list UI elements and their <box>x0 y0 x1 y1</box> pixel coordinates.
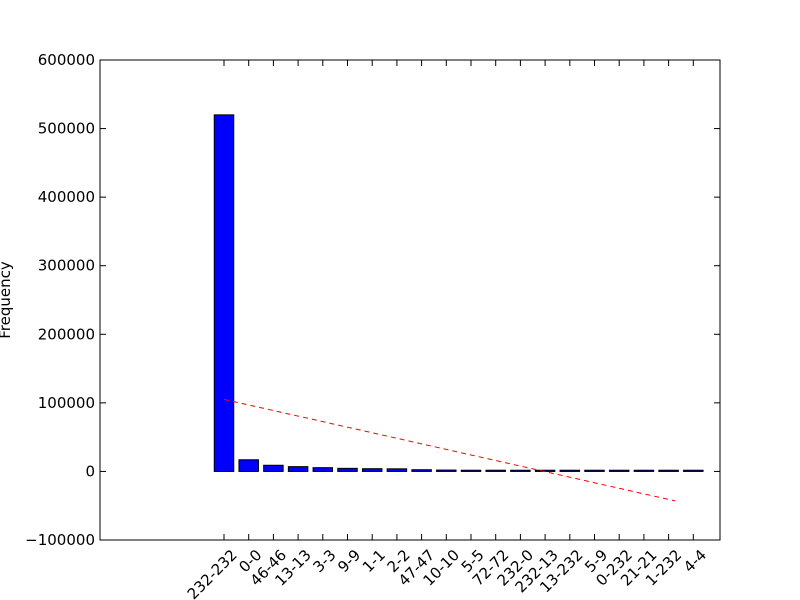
bar-47-47 <box>411 469 432 472</box>
y-tick-label: 0 <box>85 462 95 480</box>
bar-232-0 <box>510 469 531 472</box>
trend-line-group <box>223 398 676 502</box>
y-tick-label: 500000 <box>38 120 95 138</box>
x-tick-label: 232-232 <box>184 546 241 600</box>
x-axis: 232-2320-046-4613-133-39-91-12-247-4710-… <box>184 60 710 600</box>
y-tick-label: 400000 <box>38 188 95 206</box>
bars-group <box>213 114 704 472</box>
bar-2-2 <box>386 468 408 472</box>
bar-4-4 <box>683 469 704 472</box>
bar-13-13 <box>287 466 309 472</box>
x-tick-label: 3-3 <box>309 546 339 576</box>
bar-0-232 <box>608 469 630 472</box>
bar-0-0 <box>238 459 259 472</box>
x-tick-label: 4-4 <box>680 546 710 576</box>
x-tick-label: 9-9 <box>334 546 364 576</box>
bar-21-21 <box>633 469 655 472</box>
x-tick-label: 1-1 <box>359 546 389 576</box>
y-tick-label: 300000 <box>38 257 95 275</box>
bar-9-9 <box>337 467 358 472</box>
y-tick-label: 200000 <box>38 325 95 343</box>
y-tick-label: 600000 <box>38 51 95 69</box>
bar-72-72 <box>485 469 506 472</box>
bar-5-9 <box>584 469 605 472</box>
bar-1-232 <box>658 469 679 472</box>
bar-5-5 <box>460 469 482 472</box>
y-axis: −100000 0 100000 200000 300000 400000 500000 60… <box>25 51 720 549</box>
plot-frame <box>99 59 721 541</box>
y-axis-label: Frequency <box>0 261 14 339</box>
bar-1-1 <box>361 468 383 472</box>
bar-10-10 <box>436 469 457 472</box>
y-tick-label: −100000 <box>25 531 95 549</box>
y-tick-label: 100000 <box>38 394 95 412</box>
bar-232-13 <box>534 469 556 472</box>
trend-line <box>223 398 676 502</box>
bar-13-232 <box>559 469 581 472</box>
bar-46-46 <box>263 464 284 472</box>
bar-3-3 <box>312 467 334 472</box>
bar-232-232 <box>213 114 235 472</box>
